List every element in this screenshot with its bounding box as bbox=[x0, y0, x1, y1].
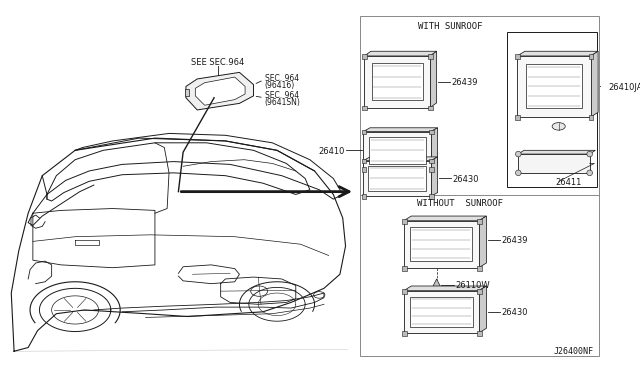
Polygon shape bbox=[364, 128, 438, 132]
Bar bbox=[429, 167, 434, 172]
Text: (9641SN): (9641SN) bbox=[265, 98, 301, 107]
Text: 26439: 26439 bbox=[452, 78, 478, 87]
Bar bbox=[362, 106, 367, 110]
Polygon shape bbox=[430, 51, 436, 108]
Text: 26411: 26411 bbox=[556, 178, 582, 187]
Polygon shape bbox=[479, 286, 486, 333]
Bar bbox=[362, 54, 367, 59]
Bar bbox=[477, 266, 482, 270]
Bar bbox=[526, 64, 582, 109]
Polygon shape bbox=[364, 56, 430, 108]
Text: 26410: 26410 bbox=[318, 147, 344, 156]
Text: SEC. 964: SEC. 964 bbox=[265, 92, 299, 100]
Bar bbox=[369, 137, 426, 164]
Bar bbox=[429, 130, 434, 134]
Polygon shape bbox=[404, 216, 486, 221]
Bar bbox=[410, 227, 472, 261]
Bar bbox=[429, 159, 434, 163]
Text: J26400NF: J26400NF bbox=[554, 347, 593, 356]
Text: (96416): (96416) bbox=[265, 81, 295, 90]
Bar bbox=[362, 130, 366, 134]
Bar bbox=[402, 266, 406, 270]
Bar bbox=[477, 219, 482, 224]
Bar bbox=[185, 89, 189, 96]
Circle shape bbox=[515, 170, 521, 176]
Bar bbox=[402, 331, 406, 336]
Polygon shape bbox=[479, 216, 486, 268]
Text: WITHOUT  SUNROOF: WITHOUT SUNROOF bbox=[417, 199, 503, 208]
Polygon shape bbox=[431, 157, 438, 196]
Circle shape bbox=[515, 151, 521, 157]
Circle shape bbox=[587, 151, 593, 157]
Text: 26430: 26430 bbox=[501, 308, 528, 317]
Text: 26430: 26430 bbox=[452, 175, 479, 184]
Circle shape bbox=[587, 170, 593, 176]
Polygon shape bbox=[404, 221, 479, 268]
Bar bbox=[402, 219, 406, 224]
Bar bbox=[477, 331, 482, 336]
Polygon shape bbox=[186, 73, 253, 110]
Polygon shape bbox=[404, 286, 486, 291]
Ellipse shape bbox=[552, 123, 565, 130]
Polygon shape bbox=[364, 51, 436, 56]
Bar bbox=[507, 32, 597, 187]
Polygon shape bbox=[517, 56, 591, 117]
Bar bbox=[410, 296, 473, 327]
Polygon shape bbox=[591, 51, 598, 117]
Bar bbox=[515, 54, 520, 59]
Bar bbox=[428, 54, 433, 59]
Bar bbox=[589, 54, 593, 59]
Bar bbox=[372, 63, 423, 100]
Bar bbox=[429, 195, 434, 199]
Text: 26439: 26439 bbox=[501, 236, 528, 245]
Polygon shape bbox=[364, 157, 438, 161]
Polygon shape bbox=[518, 150, 595, 154]
Bar bbox=[589, 115, 593, 120]
Polygon shape bbox=[517, 51, 598, 56]
Bar bbox=[515, 115, 520, 120]
Text: 26410JA: 26410JA bbox=[609, 83, 640, 92]
Bar bbox=[362, 167, 366, 172]
Text: SEE SEC.964: SEE SEC.964 bbox=[191, 58, 244, 67]
Bar bbox=[428, 106, 433, 110]
Bar bbox=[362, 159, 366, 163]
Bar bbox=[360, 16, 599, 356]
Polygon shape bbox=[518, 154, 589, 173]
Polygon shape bbox=[404, 291, 479, 333]
Text: SEC. 964: SEC. 964 bbox=[265, 74, 299, 83]
Polygon shape bbox=[433, 279, 440, 286]
Bar bbox=[362, 195, 366, 199]
Polygon shape bbox=[364, 161, 431, 196]
Polygon shape bbox=[431, 128, 438, 169]
Text: WITH SUNROOF: WITH SUNROOF bbox=[419, 22, 483, 31]
Text: 26110W: 26110W bbox=[456, 281, 490, 290]
Polygon shape bbox=[364, 132, 431, 169]
Bar bbox=[402, 289, 406, 294]
Bar bbox=[369, 166, 426, 191]
Polygon shape bbox=[195, 77, 245, 105]
Bar bbox=[477, 289, 482, 294]
